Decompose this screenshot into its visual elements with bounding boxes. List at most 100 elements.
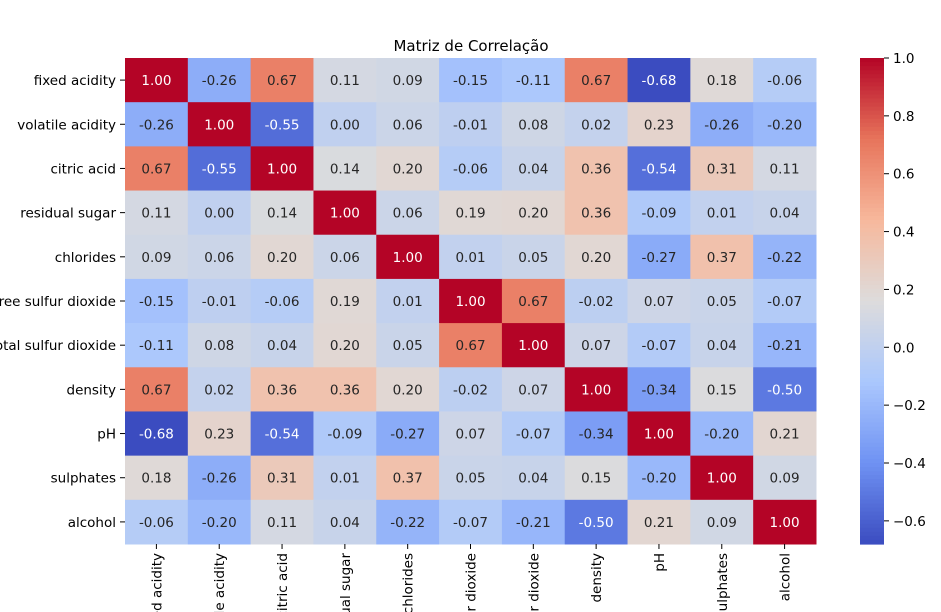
- heatmap-cell: [250, 146, 314, 192]
- cell-value-label: -0.21: [516, 515, 551, 531]
- heatmap-cell: [690, 146, 754, 192]
- cell-value-label: 0.67: [581, 73, 611, 89]
- heatmap-cell: [753, 190, 817, 236]
- cell-value-label: 0.11: [141, 206, 171, 222]
- heatmap-cell: [439, 102, 503, 147]
- colorbar-segment: [860, 527, 884, 533]
- heatmap-cell: [125, 102, 189, 147]
- heatmap-cell: [753, 367, 817, 412]
- heatmap-cell: [501, 499, 566, 545]
- colorbar-segment: [860, 475, 884, 480]
- colorbar-segment: [860, 535, 884, 541]
- heatmap-cell: [376, 234, 440, 280]
- colorbar-segment: [860, 159, 884, 164]
- cell-value-label: -0.27: [390, 427, 425, 443]
- heatmap-cell: [250, 102, 314, 147]
- cell-value-label: 0.37: [393, 471, 423, 487]
- colorbar-segment: [860, 471, 884, 476]
- heatmap-cell: [753, 102, 817, 147]
- heatmap-cell: [690, 58, 754, 103]
- colorbar-segment: [860, 232, 884, 237]
- cell-value-label: -0.09: [641, 206, 676, 222]
- cell-value-label: 0.09: [707, 515, 737, 531]
- heatmap-cell: [187, 146, 252, 192]
- cell-value-label: 0.01: [330, 471, 360, 487]
- heatmap-cell: [250, 190, 314, 236]
- cell-value-label: -0.26: [704, 117, 739, 133]
- cell-value-label: -0.07: [516, 427, 551, 443]
- cell-value-label: 0.00: [204, 206, 234, 222]
- x-tick-label: total sulfur dioxide: [526, 553, 542, 612]
- x-tick-label: residual sugar: [338, 553, 354, 612]
- colorbar-segment: [860, 70, 884, 75]
- cell-value-label: 0.07: [518, 382, 548, 398]
- heatmap-cell: [376, 323, 440, 368]
- heatmap-cell: [564, 58, 629, 103]
- cell-value-label: -0.15: [139, 294, 174, 310]
- colorbar-segment: [860, 90, 884, 96]
- cell-value-label: 0.11: [770, 161, 800, 177]
- colorbar-segment: [860, 98, 884, 104]
- cell-value-label: 0.18: [707, 73, 737, 89]
- heatmap-cell: [564, 234, 629, 280]
- heatmap-cell: [627, 278, 691, 324]
- colorbar-segment: [860, 134, 884, 140]
- cell-value-label: 0.05: [455, 471, 485, 487]
- colorbar-segment: [860, 78, 884, 83]
- colorbar-segment: [860, 410, 884, 415]
- colorbar-segment: [860, 434, 884, 440]
- colorbar-segment: [860, 305, 884, 310]
- colorbar-segment: [860, 207, 884, 213]
- cell-value-label: -0.01: [453, 117, 488, 133]
- cell-value-label: 0.36: [267, 382, 297, 398]
- colorbar-segment: [860, 426, 884, 432]
- colorbar-segment: [860, 203, 884, 209]
- heatmap-cell: [376, 190, 440, 236]
- heatmap-cells: 1.00 -0.26 0.67 0.11 0.09 -0.15 -0.11 0.67 -0.68…: [125, 58, 817, 545]
- heatmap-cell: [690, 411, 754, 457]
- colorbar-segment: [860, 248, 884, 253]
- heatmap-cell: [125, 234, 189, 280]
- heatmap-cell: [690, 499, 754, 545]
- colorbar-segment: [860, 325, 884, 330]
- heatmap-cell: [439, 190, 503, 236]
- colorbar-segment: [860, 499, 884, 505]
- x-tick-label: alcohol: [778, 553, 794, 601]
- heatmap-cell: [627, 102, 691, 147]
- heatmap-cell: [753, 323, 817, 368]
- heatmap-cell: [439, 278, 503, 324]
- colorbar-segment: [860, 365, 884, 371]
- colorbar-segment: [860, 539, 884, 545]
- heatmap-cell: [753, 234, 817, 280]
- colorbar-tick-label: 0.6: [893, 167, 914, 183]
- colorbar-segment: [860, 260, 884, 266]
- heatmap-cell: [564, 455, 629, 501]
- cell-value-label: 0.19: [455, 206, 485, 222]
- heatmap-cell: [627, 323, 691, 368]
- cell-value-label: 0.11: [267, 515, 297, 531]
- cell-value-label: 0.06: [330, 250, 360, 266]
- colorbar-segment: [860, 179, 884, 185]
- colorbar-segment: [860, 199, 884, 205]
- heatmap-cell: [690, 278, 754, 324]
- cell-value-label: 0.04: [267, 338, 297, 354]
- cell-value-label: -0.26: [139, 117, 174, 133]
- cell-value-label: 0.67: [141, 161, 171, 177]
- heatmap-cell: [627, 58, 691, 103]
- colorbar-segment: [860, 353, 884, 359]
- heatmap-cell: [250, 234, 314, 280]
- cell-value-label: -0.11: [139, 338, 174, 354]
- cell-value-label: -0.20: [704, 427, 739, 443]
- heatmap-cell: [627, 367, 691, 412]
- heatmap-cell: [187, 367, 252, 412]
- colorbar-segment: [860, 450, 884, 456]
- colorbar-segment: [860, 228, 884, 233]
- cell-value-label: 0.15: [707, 382, 737, 398]
- colorbar-segment: [860, 292, 884, 298]
- colorbar-segment: [860, 74, 884, 79]
- colorbar-segment: [860, 414, 884, 420]
- cell-value-label: 0.01: [707, 206, 737, 222]
- heatmap-cell: [690, 323, 754, 368]
- colorbar-segment: [860, 479, 884, 484]
- cell-value-label: 0.06: [393, 117, 423, 133]
